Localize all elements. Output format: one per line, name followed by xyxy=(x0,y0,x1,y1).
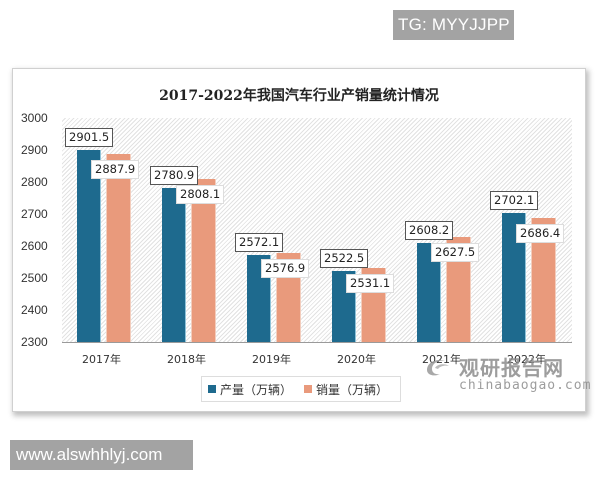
bar-production-2022 xyxy=(502,213,525,342)
data-label-production: 2522.5 xyxy=(320,248,369,268)
chart-title: 2017-2022年我国汽车行业产销量统计情况 xyxy=(159,88,439,104)
bar-sales-2018 xyxy=(192,179,215,342)
data-label-production: 2608.2 xyxy=(405,221,454,241)
x-tick-label: 2017年 xyxy=(82,353,121,366)
legend-label-sales: 销量（万辆） xyxy=(316,382,389,397)
bar-production-2017 xyxy=(77,149,100,342)
source-logo-cn: 观研报告网 xyxy=(459,356,564,380)
x-tick-label: 2022年 xyxy=(507,353,546,366)
x-tick-label: 2018年 xyxy=(167,353,206,366)
chinabaogao-logo-icon xyxy=(427,360,449,376)
y-tick-label: 2400 xyxy=(21,303,48,317)
x-tick-label: 2020年 xyxy=(337,353,376,366)
watermark-tg: TG: MYYJJPP xyxy=(393,10,514,40)
data-label-production: 2901.5 xyxy=(65,127,114,147)
y-tick-label: 2700 xyxy=(21,207,48,221)
y-tick-label: 2800 xyxy=(21,175,48,189)
data-label-sales: 2686.4 xyxy=(516,224,565,244)
data-label-sales: 2576.9 xyxy=(261,259,310,279)
data-label-sales: 2808.1 xyxy=(176,185,225,205)
bar-production-2018 xyxy=(162,188,185,342)
y-tick-label: 2300 xyxy=(21,335,48,349)
legend-swatch-sales xyxy=(304,385,313,393)
bar-sales-2022 xyxy=(532,218,555,342)
bar-production-2021 xyxy=(417,243,440,342)
bar-sales-2017 xyxy=(107,153,130,342)
legend-item-sales: 销量（万辆） xyxy=(304,381,388,398)
data-label-sales: 2531.1 xyxy=(346,274,395,294)
legend-item-production: 产量（万辆） xyxy=(208,381,292,398)
legend-swatch-production xyxy=(208,385,216,393)
chart-card: 2017-2022年我国汽车行业产销量统计情况 3000 2900 2800 2700… xyxy=(13,69,590,411)
y-tick-label: 2500 xyxy=(21,271,48,285)
plot-area xyxy=(62,118,572,342)
bar-sales-2021 xyxy=(447,237,470,342)
legend: 产量（万辆） 销量（万辆） xyxy=(201,376,402,402)
x-axis-line xyxy=(62,342,572,343)
data-label-sales: 2887.9 xyxy=(91,159,140,179)
x-tick-label: 2019年 xyxy=(252,353,291,366)
source-logo-en: chinabaogao.com xyxy=(459,378,592,393)
y-tick-label: 3000 xyxy=(21,111,48,125)
data-label-sales: 2627.5 xyxy=(431,243,480,263)
data-label-production: 2780.9 xyxy=(150,166,199,186)
legend-label-production: 产量（万辆） xyxy=(220,382,293,397)
watermark-url: www.alswhhlyj.com xyxy=(10,440,193,470)
data-label-production: 2572.1 xyxy=(235,232,284,252)
data-label-production: 2702.1 xyxy=(490,191,539,211)
y-tick-label: 2900 xyxy=(21,143,48,157)
y-tick-label: 2600 xyxy=(21,239,48,253)
